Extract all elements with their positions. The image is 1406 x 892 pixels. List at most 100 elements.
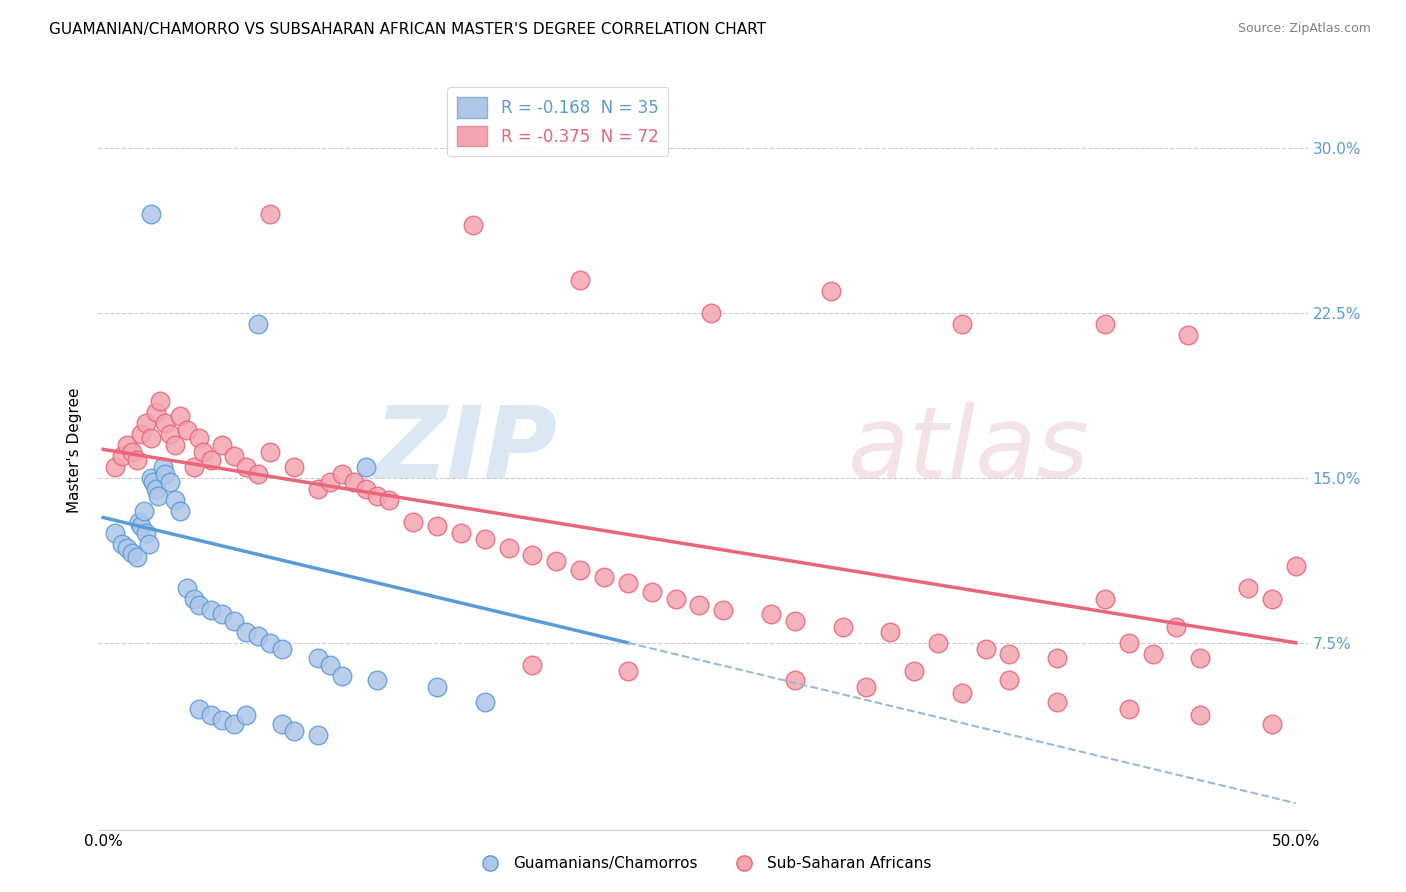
Point [450, 525, 472, 540]
Point [903, 665, 925, 679]
Point [187, 599, 209, 613]
Point [259, 636, 281, 650]
Point [426, 519, 449, 533]
Point [307, 651, 329, 665]
Point [569, 273, 592, 287]
Point [426, 680, 449, 694]
Point [159, 475, 181, 490]
Point [135, 416, 157, 430]
Point [211, 713, 233, 727]
Point [149, 394, 172, 409]
Point [1094, 317, 1116, 331]
Point [224, 449, 246, 463]
Point [546, 554, 568, 568]
Point [1094, 591, 1116, 606]
Y-axis label: Master's Degree: Master's Degree [67, 388, 83, 513]
Point [200, 603, 222, 617]
Point [224, 614, 246, 628]
Point [1177, 328, 1199, 343]
Point [700, 306, 723, 320]
Point [111, 449, 134, 463]
Point [1166, 620, 1188, 634]
Point [139, 431, 162, 445]
Point [153, 416, 176, 430]
Point [474, 695, 496, 709]
Point [831, 620, 853, 634]
Point [1261, 591, 1284, 606]
Point [342, 475, 364, 490]
Point [176, 423, 198, 437]
Point [121, 444, 143, 458]
Point [235, 459, 257, 474]
Point [271, 717, 294, 731]
Point [138, 537, 160, 551]
Point [104, 525, 127, 540]
Point [711, 603, 734, 617]
Point [950, 686, 973, 700]
Point [354, 482, 377, 496]
Point [125, 453, 148, 467]
Point [224, 717, 246, 731]
Point [183, 591, 205, 606]
Point [169, 504, 191, 518]
Point [183, 459, 205, 474]
Point [169, 409, 191, 424]
Point [354, 459, 377, 474]
Point [498, 541, 520, 556]
Text: GUAMANIAN/CHAMORRO VS SUBSAHARAN AFRICAN MASTER'S DEGREE CORRELATION CHART: GUAMANIAN/CHAMORRO VS SUBSAHARAN AFRICAN… [49, 22, 766, 37]
Point [1237, 581, 1260, 595]
Point [247, 317, 270, 331]
Point [247, 467, 270, 481]
Point [330, 467, 353, 481]
Point [1118, 636, 1140, 650]
Point [187, 701, 209, 715]
Text: atlas: atlas [848, 402, 1090, 499]
Point [402, 515, 425, 529]
Point [200, 453, 222, 467]
Point [783, 614, 806, 628]
Point [128, 515, 150, 529]
Point [1285, 558, 1308, 573]
Point [159, 427, 181, 442]
Point [378, 492, 401, 507]
Text: Source: ZipAtlas.com: Source: ZipAtlas.com [1237, 22, 1371, 36]
Point [131, 427, 153, 442]
Point [950, 317, 973, 331]
Point [1189, 651, 1212, 665]
Point [111, 537, 134, 551]
Point [235, 708, 257, 723]
Point [1046, 695, 1069, 709]
Point [1046, 651, 1069, 665]
Point [783, 673, 806, 687]
Point [139, 471, 162, 485]
Point [235, 624, 257, 639]
Point [998, 673, 1021, 687]
Point [319, 475, 342, 490]
Point [115, 438, 138, 452]
Point [998, 647, 1021, 661]
Legend: R = -0.168  N = 35, R = -0.375  N = 72: R = -0.168 N = 35, R = -0.375 N = 72 [447, 87, 668, 156]
Point [688, 599, 710, 613]
Point [366, 673, 388, 687]
Point [330, 669, 353, 683]
Point [283, 459, 305, 474]
Point [759, 607, 782, 622]
Point [522, 548, 544, 562]
Point [855, 680, 877, 694]
Point [593, 570, 616, 584]
Point [125, 549, 148, 564]
Point [211, 607, 233, 622]
Point [617, 576, 640, 591]
Point [259, 207, 281, 221]
Point [927, 636, 949, 650]
Point [121, 546, 143, 560]
Legend: Guamanians/Chamorros, Sub-Saharan Africans: Guamanians/Chamorros, Sub-Saharan Africa… [470, 850, 936, 877]
Point [131, 519, 153, 533]
Point [163, 438, 186, 452]
Point [1118, 701, 1140, 715]
Point [145, 482, 167, 496]
Point [1189, 708, 1212, 723]
Point [271, 642, 294, 657]
Point [569, 563, 592, 577]
Point [522, 657, 544, 672]
